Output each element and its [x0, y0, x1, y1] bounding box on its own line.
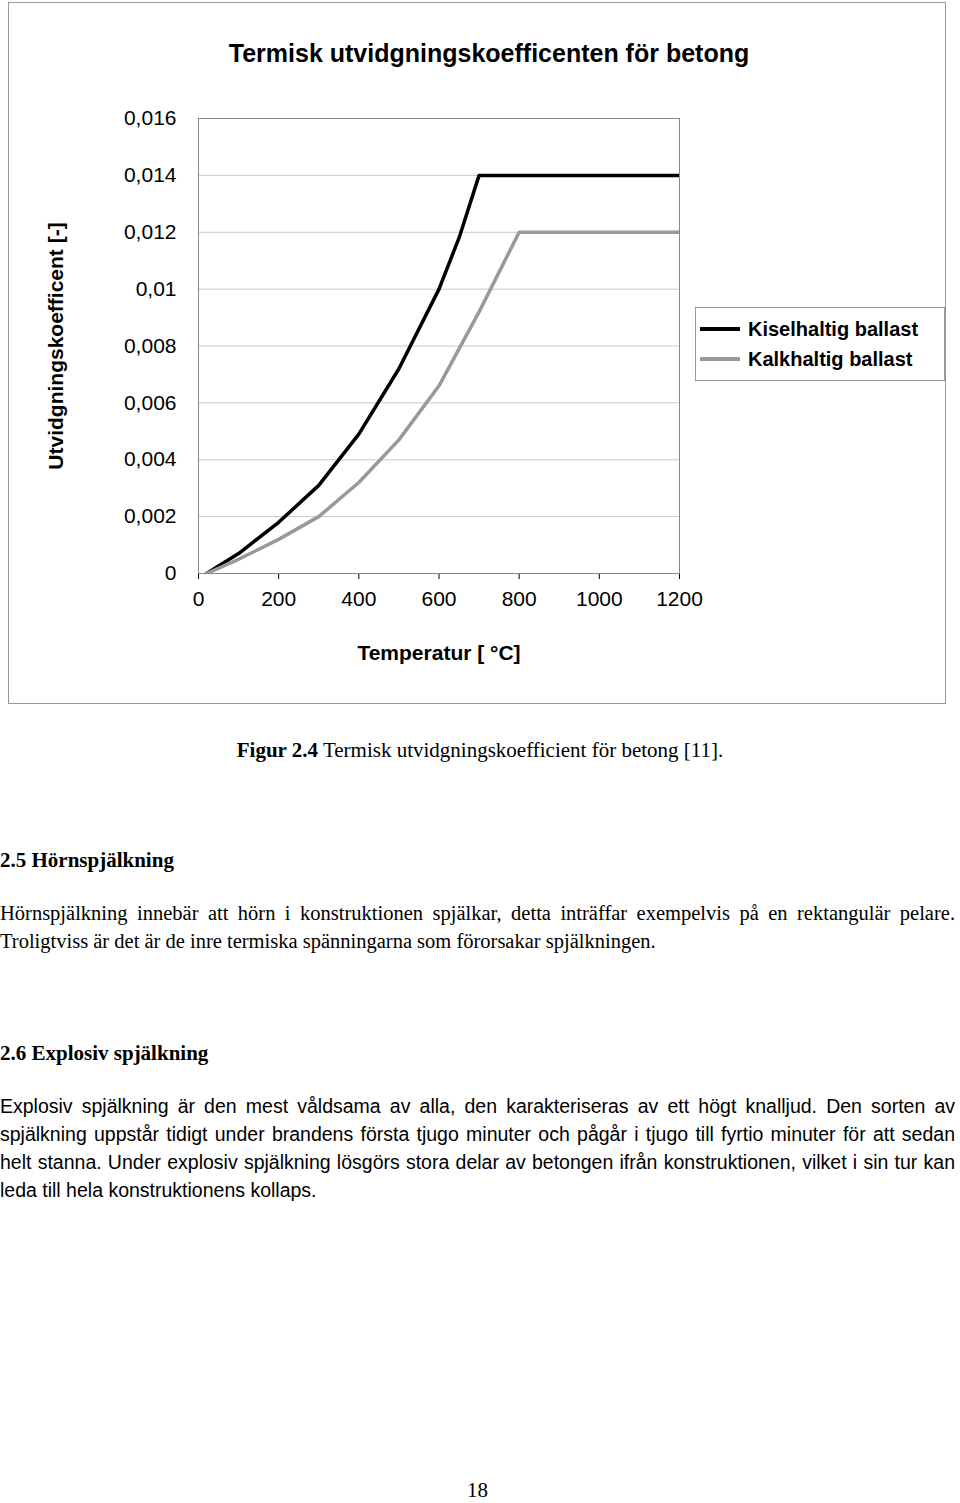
svg-text:0,016: 0,016: [124, 106, 177, 129]
svg-text:0,006: 0,006: [124, 391, 177, 414]
svg-text:0,01: 0,01: [136, 277, 177, 300]
svg-text:0,012: 0,012: [124, 220, 177, 243]
html-text:2.5 Hörnspjälkning: 2.5 Hörnspjälkning: [0, 848, 174, 872]
svg-text:400: 400: [341, 587, 376, 610]
svg-text:0,008: 0,008: [124, 334, 177, 357]
html-text:2.6 Explosiv spjälkning: 2.6 Explosiv spjälkning: [0, 1041, 209, 1065]
html-text:Explosiv spjälkning är den mes: Explosiv spjälkning är den mest våldsama…: [0, 1095, 955, 1201]
html-text:Hörnspjälkning innebär att hör: Hörnspjälkning innebär att hörn i konstr…: [0, 902, 955, 952]
svg-text:800: 800: [502, 587, 537, 610]
svg-text:1000: 1000: [576, 587, 623, 610]
html-text:Figur 2.4 Termisk utvidgningsk: Figur 2.4 Termisk utvidgningskoefficient…: [236, 738, 724, 762]
svg-text:0,014: 0,014: [124, 163, 177, 186]
html-text:Kiselhaltig ballast: Kiselhaltig ballast: [748, 317, 919, 340]
svg-text:0: 0: [193, 587, 205, 610]
svg-text:600: 600: [421, 587, 456, 610]
html-text:Kalkhaltig ballast: Kalkhaltig ballast: [748, 347, 913, 370]
svg-text:200: 200: [261, 587, 296, 610]
html-text:18: 18: [467, 1478, 488, 1502]
svg-text:0,004: 0,004: [124, 447, 177, 470]
svg-text:Utvidgningskoefficent [-]: Utvidgningskoefficent [-]: [44, 222, 67, 469]
svg-text:Temperatur [ °C]: Temperatur [ °C]: [357, 641, 520, 664]
html-text:Termisk utvidgningskoefficente: Termisk utvidgningskoefficenten för beto…: [228, 39, 750, 67]
svg-text:1200: 1200: [656, 587, 703, 610]
svg-text:0: 0: [165, 561, 177, 584]
svg-text:0,002: 0,002: [124, 504, 177, 527]
